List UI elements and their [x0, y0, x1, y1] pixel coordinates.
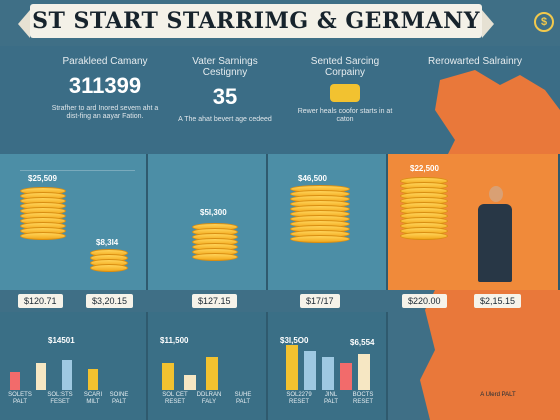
- foot-4-0: A Ulerd PALT: [480, 392, 516, 398]
- foot-1-2: SCARI MILT: [83, 392, 103, 405]
- coin: [192, 253, 238, 261]
- panel-4-label: $22,500: [410, 164, 439, 173]
- foot-2-0: SOL CET RESET: [162, 392, 188, 405]
- foot-1-1: SOL:STS FESET: [47, 392, 73, 405]
- lower-label-1: $14501: [48, 336, 75, 345]
- logo: $: [534, 12, 554, 32]
- foot-2-2: SUHE PALT: [234, 392, 252, 405]
- lower-label-3b: $6,554: [350, 338, 375, 347]
- stat-number: 35: [212, 84, 238, 109]
- stat-desc: Strafher to ard Inored sevem aht a dist-…: [51, 105, 159, 120]
- lower-label-3: $3I,5O0: [280, 336, 309, 345]
- coin-stack-3: [192, 223, 238, 261]
- panel-1-label: $25,509: [28, 174, 57, 183]
- price-4b: $2,15.15: [474, 294, 522, 308]
- stat-heading: Parakleed Camany: [62, 56, 148, 67]
- price-1b: $3,20.15: [86, 294, 134, 308]
- coin: [400, 232, 448, 240]
- price-2a: $127.15: [192, 294, 237, 308]
- van-icon: [330, 84, 360, 102]
- price-1a: $120.71: [18, 294, 63, 308]
- coin: [20, 232, 66, 240]
- price-4a: $220.00: [402, 294, 447, 308]
- stat-number: 311399: [68, 73, 142, 98]
- title-banner: ST START STARRIMG & GERMANY: [18, 4, 494, 38]
- stat-1: Parakleed Camany 311399 Strafher to ard …: [50, 56, 160, 121]
- page-title: ST START STARRIMG & GERMANY: [32, 8, 480, 34]
- panel-3-label: $46,500: [298, 174, 327, 183]
- lower-panel-1: [0, 312, 148, 420]
- price-3a: $17/17: [300, 294, 340, 308]
- stat-heading: Vater Sarnings Cestignny: [192, 56, 258, 78]
- stat-desc: Rewer heals coofor starts in at caton: [297, 108, 393, 123]
- foot-3-2: BOCTS RESET: [352, 392, 374, 405]
- stat-4: Rerowarted Salrainry: [420, 56, 530, 67]
- stat-desc: A The ahat bevert age cedeed: [178, 116, 272, 123]
- person-figure: [478, 186, 514, 282]
- coin-stack-2: [90, 249, 128, 272]
- panel-1-small-label: $8,3I4: [96, 238, 119, 247]
- stat-heading: Sented Sarcing Corpainy: [310, 56, 380, 78]
- coin-stack-4: [290, 185, 350, 243]
- panel-2-label: $5I,300: [200, 208, 227, 217]
- foot-3-1: JINL PALT: [323, 392, 339, 405]
- coin-stack-5: [400, 177, 448, 240]
- coin-stack-1: [20, 187, 66, 240]
- stat-heading: Rerowarted Salrainry: [428, 56, 522, 67]
- foot-2-1: DDLRAN FALY: [196, 392, 222, 405]
- foot-1-3: SOINE PALT: [109, 392, 129, 405]
- foot-3-0: SOL2279 RESET: [286, 392, 312, 405]
- lower-label-2: $11,500: [160, 336, 189, 345]
- stat-3: Sented Sarcing Corpainy Rewer heals coof…: [290, 56, 400, 124]
- stat-2: Vater Sarnings Cestignny 35 A The ahat b…: [170, 56, 280, 124]
- panel-2: [148, 154, 268, 290]
- foot-1-0: SOLETS PALT: [8, 392, 32, 405]
- coin: [290, 235, 350, 243]
- coin: [90, 264, 128, 272]
